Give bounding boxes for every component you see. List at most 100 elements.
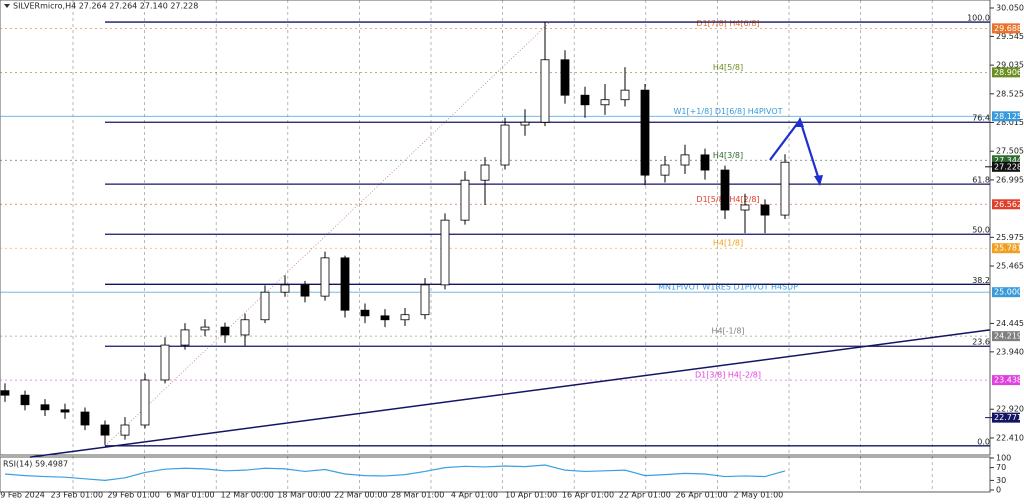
rsi-frame (0, 456, 991, 493)
level-text: H4[3/8] (713, 151, 743, 160)
price-box (992, 243, 1020, 254)
x-tick-label: 26 Apr 01:00 (676, 491, 728, 500)
candle-body (160, 344, 170, 381)
x-tick-label: 18 Mar 00:00 (277, 491, 330, 500)
candle-body (440, 219, 450, 286)
x-tick-label: 6 Mar 01:00 (166, 491, 214, 500)
y-tick-label: 26.995 (996, 175, 1024, 184)
fib-diagonal (104, 21, 551, 447)
y-tick-label: 100 (996, 454, 1011, 463)
x-tick-label: 22 Mar 00:00 (334, 491, 387, 500)
candle-body (380, 315, 390, 321)
price-box-label: 28.906 (994, 68, 1022, 77)
candle-body (100, 424, 110, 436)
chart-title: SILVERmicro,H4 27.264 27.264 27.140 27.2… (13, 2, 198, 11)
y-tick-label: 30 (996, 476, 1006, 485)
candle-body (540, 59, 550, 123)
price-box (992, 155, 1020, 166)
rsi-line (4, 464, 786, 482)
price-box (992, 375, 1020, 386)
y-tick-label: 22.410 (996, 433, 1024, 442)
level-text: D1[3/8] H4[-2/8] (695, 371, 761, 380)
level-text: H4[1/8] (713, 239, 743, 248)
x-tick-label: 4 Apr 01:00 (451, 491, 498, 500)
price-box (992, 161, 1020, 172)
level-text: H4[-1/8] (711, 327, 744, 336)
price-box-label: 24.219 (994, 332, 1022, 341)
candle-body (280, 284, 290, 293)
rsi-title: RSI(14) 59.4987 (3, 460, 68, 469)
fib-label: 61.8 (972, 176, 990, 185)
candle-body (340, 257, 350, 311)
candle-body (520, 121, 530, 126)
x-tick-label: 2 May 01:00 (734, 491, 784, 500)
price-box-label: 27.344 (994, 156, 1022, 165)
level-text: H4[5/8] (713, 63, 743, 72)
candle-body (120, 424, 130, 436)
price-box (992, 111, 1020, 122)
y-tick-label: 22.920 (996, 405, 1024, 414)
price-box-label: 26.562 (994, 200, 1022, 209)
x-tick-label: 22 Apr 01:00 (619, 491, 671, 500)
candle-body (640, 89, 650, 176)
fib-label: 0.0 (977, 437, 990, 446)
candle-body (260, 291, 270, 321)
candle-body (140, 379, 150, 426)
fib-label: 38.2 (972, 276, 990, 285)
x-tick-label: 19 Feb 2024 (0, 491, 45, 500)
candle-body (480, 164, 490, 181)
price-box (992, 331, 1020, 342)
y-tick-label: 0 (996, 486, 1001, 495)
price-box (992, 287, 1020, 298)
price-box-label: 27.228 (994, 162, 1022, 171)
candle-body (620, 89, 630, 101)
candle-body (200, 326, 210, 331)
level-text: MN1PIVOT W1RES D1PIVOT H4SUP (658, 283, 798, 292)
y-tick-label: 23.940 (996, 347, 1024, 356)
x-tick-label: 12 Mar 00:00 (220, 491, 273, 500)
price-box-label: 22.771 (994, 413, 1022, 422)
candle-body (20, 394, 30, 406)
arrow-head (814, 175, 823, 187)
candle-body (780, 161, 790, 216)
trendline (29, 329, 991, 458)
y-tick-label: 28.015 (996, 118, 1024, 127)
y-tick-label: 28.525 (996, 89, 1024, 98)
candle-body (40, 404, 50, 411)
y-tick-label: 30.050 (996, 3, 1024, 12)
y-tick-label: 27.505 (996, 147, 1024, 156)
candle-body (680, 154, 690, 166)
price-box-label: 28.125 (994, 112, 1022, 121)
fib-label: 100.0 (967, 14, 990, 23)
fib-label: 23.6 (972, 338, 990, 347)
price-box (992, 412, 1020, 423)
candle-body (560, 59, 570, 96)
fib-label: 76.4 (972, 114, 990, 123)
candle-body (220, 326, 230, 336)
price-box-label: 25.000 (994, 288, 1022, 297)
plot-frame (0, 0, 991, 456)
candle-body (180, 329, 190, 346)
candle-body (760, 204, 770, 216)
y-tick-label: 70 (996, 463, 1006, 472)
x-tick-label: 29 Feb 01:00 (107, 491, 159, 500)
candle-body (460, 179, 470, 221)
candle-body (420, 284, 430, 316)
candle-body (740, 204, 750, 211)
price-box (992, 199, 1020, 210)
arrow-head (795, 116, 804, 127)
candle-body (60, 409, 70, 413)
price-box-label: 23.438 (994, 376, 1022, 385)
candle-body (80, 411, 90, 426)
price-box-label: 29.688 (994, 24, 1022, 33)
price-box (992, 67, 1020, 78)
candle-body (720, 169, 730, 211)
fib-label: 50.0 (972, 226, 990, 235)
price-box (992, 23, 1020, 34)
y-tick-label: 29.035 (996, 61, 1024, 70)
level-text: D1[7/8] H4[6/8] (696, 19, 759, 28)
candle-body (400, 314, 410, 321)
x-tick-label: 16 Apr 01:00 (562, 491, 614, 500)
